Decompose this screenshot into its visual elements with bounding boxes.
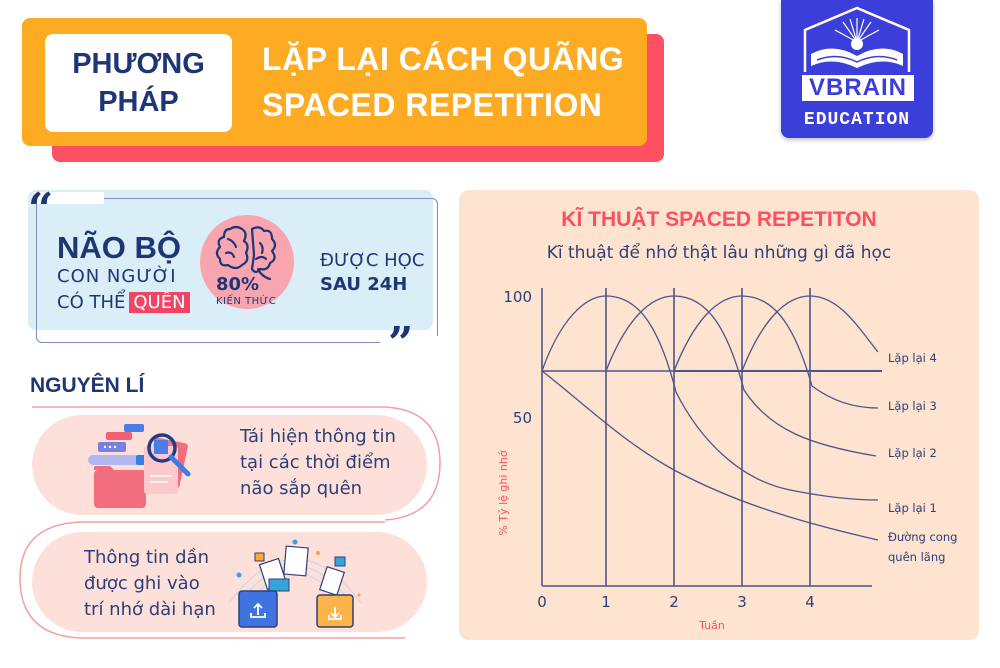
method-tag-line1: PHƯƠNG — [72, 48, 205, 80]
quote-frame — [36, 198, 438, 343]
principles-title: NGUYÊN LÍ — [30, 374, 145, 397]
legend-forgetting-curve-line2: quên lãng — [888, 550, 945, 564]
principle-1-line: tại các thời điểm — [240, 452, 391, 473]
quote-line3-prefix: CÓ THỂ — [57, 292, 126, 313]
quote-right-line2: SAU 24H — [320, 274, 408, 295]
principle-2-line: Thông tin dần — [84, 547, 210, 568]
x-tick-0: 0 — [537, 593, 547, 611]
y-axis-label: % Tỷ lệ ghi nhớ — [497, 450, 510, 535]
forget-percent-label: KIẾN THỨC — [216, 296, 277, 307]
logo-brand: VBRAIN — [802, 75, 914, 101]
quote-line3: CÓ THỂ QUÊN — [57, 292, 190, 313]
y-tick-50: 50 — [513, 409, 532, 427]
x-axis-label: Tuần — [698, 619, 725, 632]
y-tick-100: 100 — [503, 288, 532, 306]
principle-2-line: trí nhớ dài hạn — [84, 599, 216, 620]
brain-icon — [215, 225, 277, 281]
series-repeat-2 — [605, 295, 877, 457]
quote-line2: CON NGƯỜI — [57, 266, 177, 287]
series-repeat-1 — [541, 295, 879, 501]
method-tag: PHƯƠNG PHÁP — [45, 34, 232, 132]
forget-highlight: QUÊN — [129, 292, 190, 313]
chart-subtitle: Kĩ thuật để nhớ thật lâu những gì đã học — [546, 243, 892, 263]
legend-repeat-1: Lặp lại 1 — [888, 501, 937, 515]
chart-title: KĨ THUẬT SPACED REPETITON — [561, 208, 877, 231]
principles-decor-lines — [19, 406, 441, 639]
logo-subtitle: EDUCATION — [803, 110, 911, 130]
x-tick-4: 4 — [805, 593, 815, 611]
series-repeat-3 — [673, 295, 879, 409]
principle-card-2 — [32, 532, 427, 632]
vbrain-logo — [781, 0, 933, 138]
frame-gap — [380, 336, 440, 350]
x-tick-3: 3 — [737, 593, 747, 611]
x-tick-2: 2 — [669, 593, 679, 611]
brain-badge — [200, 215, 294, 309]
principle-1-line: não sắp quên — [240, 478, 363, 499]
quote-right-line1: ĐƯỢC HỌC — [320, 250, 425, 271]
principle-1-line: Tái hiện thông tin — [240, 426, 396, 447]
legend-forgetting-curve: Đường cong — [888, 530, 957, 544]
legend-repeat-2: Lặp lại 2 — [888, 446, 937, 460]
forget-percent: 80% — [216, 274, 260, 295]
principle-text-2: Thông tin dần được ghi vào trí nhớ dài h… — [84, 545, 224, 623]
legend-repeat-4: Lặp lại 4 — [888, 351, 937, 365]
open-quote-icon: “ — [28, 184, 54, 235]
page-title: LẶP LẠI CÁCH QUÃNG SPACED REPETITION — [262, 36, 624, 128]
principle-2-line: được ghi vào — [84, 573, 200, 594]
folder-search-icon — [88, 424, 191, 508]
chart-panel — [459, 190, 979, 640]
method-tag-line2: PHÁP — [98, 86, 179, 118]
folder-transfer-icon — [228, 539, 362, 628]
series-repeat-4 — [741, 295, 879, 372]
principle-text-1: Tái hiện thông tin tại các thời điểm não… — [240, 424, 396, 502]
forgetting-curve-chart: 100 50 0 1 2 3 4 Tuần % Tỷ lệ ghi nhớ Lặ… — [497, 288, 957, 632]
x-tick-1: 1 — [601, 593, 611, 611]
frame-gap — [34, 192, 104, 204]
page-title-line2: SPACED REPETITION — [262, 87, 603, 123]
series-forgetting-curve — [541, 370, 879, 541]
close-quote-icon: ” — [388, 318, 414, 369]
legend-repeat-3: Lặp lại 3 — [888, 399, 937, 413]
open-book-icon — [803, 6, 911, 72]
page-title-line1: LẶP LẠI CÁCH QUÃNG — [262, 41, 625, 77]
quote-title: NÃO BỘ — [57, 230, 181, 265]
